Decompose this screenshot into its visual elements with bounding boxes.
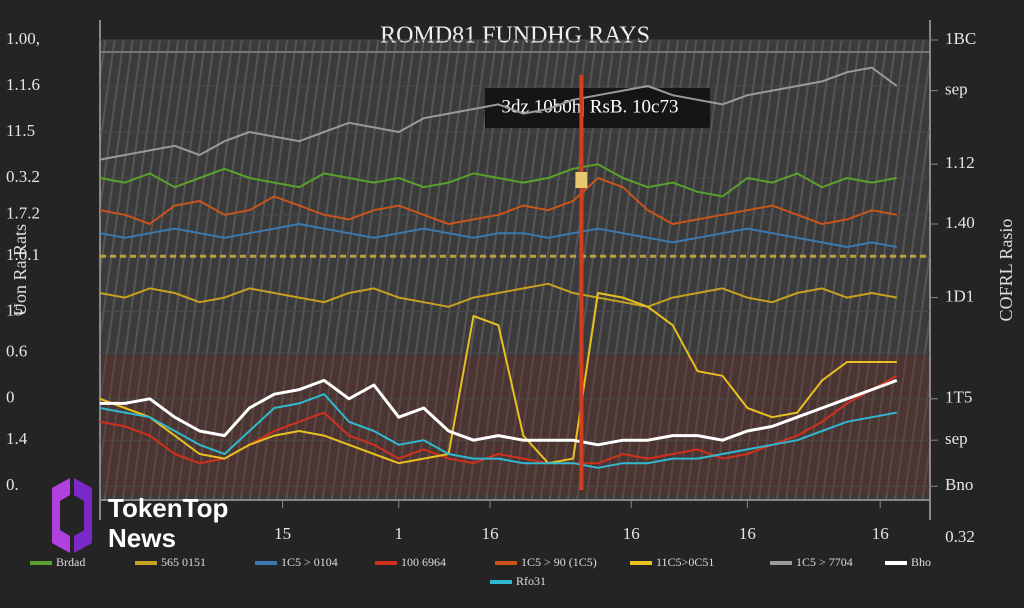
- y-tick-label: 15: [6, 300, 23, 319]
- y2-tick-label: 1BC: [945, 29, 976, 48]
- series-line: [99, 282, 897, 308]
- series-line: [99, 393, 897, 469]
- series-line: [99, 66, 898, 161]
- legend-label: Rfo31: [516, 574, 546, 588]
- y2-tick-label: 1D1: [945, 287, 974, 306]
- y2-tick-label: sep: [945, 429, 968, 448]
- y-tick-label: 1.1.6: [6, 75, 40, 94]
- y2-tick-label: sep: [945, 80, 968, 99]
- y-axis-label: Uon Ra Rats: [10, 224, 30, 316]
- legend-label: Brdad: [56, 555, 85, 569]
- series-line: [99, 292, 897, 465]
- x-tick-label: 16: [739, 524, 756, 543]
- y-tick-label: 1.0.1: [6, 245, 40, 264]
- y2-axis-label: COFRL Rasio: [996, 219, 1016, 322]
- series-line: [100, 378, 898, 447]
- x-tick-label: 1: [395, 524, 404, 543]
- y-tick-label: 0.6: [6, 342, 27, 361]
- watermark-text: News: [108, 523, 176, 553]
- annotation: 3dz 10b0h| RsB. 10c73: [502, 96, 679, 117]
- legend-label: 11C5>0C51: [656, 555, 714, 569]
- legend-label: Bho: [911, 555, 931, 569]
- marker-box: [575, 172, 588, 188]
- y2-tick-label: 1.12: [945, 153, 975, 172]
- legend-label: 1C5 > 0104: [281, 555, 338, 569]
- y-tick-label: 11.5: [6, 121, 35, 140]
- watermark-text: TokenTop: [108, 493, 228, 523]
- x-tick-label: 16: [872, 524, 889, 543]
- series-line: [99, 223, 897, 248]
- x-tick-label: 16: [482, 524, 499, 543]
- band: [100, 355, 930, 495]
- y2-tick-label: 1T5: [945, 388, 972, 407]
- y-tick-label: 1.7.2: [6, 204, 40, 223]
- y-tick-label: 1.4: [6, 429, 28, 448]
- y-tick-label: 0.: [6, 475, 19, 494]
- y-tick-label: 1.00,: [6, 29, 40, 48]
- watermark-logo: [74, 478, 92, 553]
- corner-label: 0.32: [945, 527, 975, 546]
- watermark: TokenTop News: [52, 478, 228, 553]
- legend-label: 1C5 > 90 (1C5): [521, 555, 597, 569]
- y2-tick-label: 1.40: [945, 213, 975, 232]
- y-tick-label: 0: [6, 388, 15, 407]
- x-tick-label: 16: [623, 524, 640, 543]
- watermark-logo: [52, 478, 70, 553]
- series-line: [99, 163, 897, 198]
- series-line: [99, 177, 897, 225]
- y-tick-label: 0.3.2: [6, 167, 40, 186]
- y2-tick-label: Bno: [945, 475, 973, 494]
- legend-label: 1C5 > 7704: [796, 555, 853, 569]
- legend-label: 100 6964: [401, 555, 446, 569]
- legend-label: 565 0151: [161, 555, 206, 569]
- x-tick-label: 15: [274, 524, 291, 543]
- chart-title: ROMD81 FUNDHG RAYS: [380, 23, 650, 49]
